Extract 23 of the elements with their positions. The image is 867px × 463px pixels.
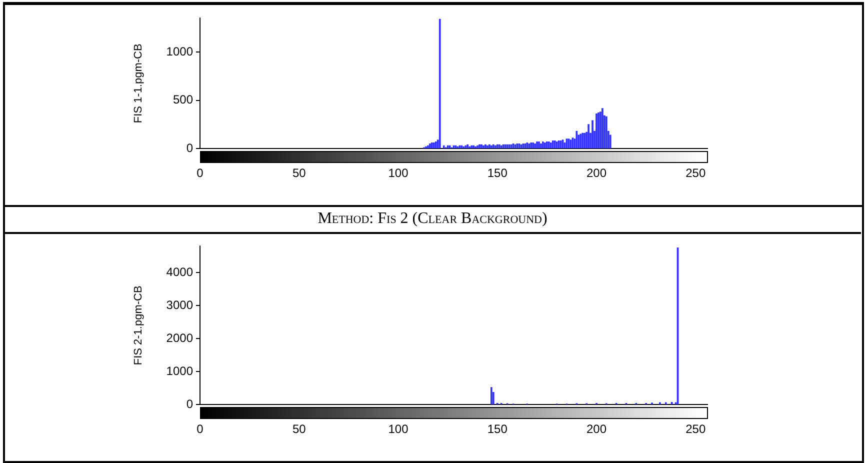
x-tick-label: 50 <box>292 166 306 180</box>
y-tick-label: 3000 <box>166 298 194 312</box>
x-tick-label: 50 <box>292 422 306 436</box>
y-axis-title: FIS 1-1.pgm-CB <box>132 44 145 124</box>
x-tick-label: 100 <box>388 422 409 436</box>
y-tick-label: 0 <box>186 396 194 411</box>
x-tick-label: 200 <box>586 422 607 436</box>
x-tick-label: 150 <box>487 166 508 180</box>
x-tick-label: 0 <box>196 422 204 436</box>
y-tick-label: 500 <box>172 92 194 107</box>
x-tick-label: 200 <box>586 166 607 180</box>
y-tick-label: 0 <box>186 140 194 155</box>
y-tick-label: 1000 <box>166 44 194 58</box>
x-tick-label: 0 <box>196 166 204 180</box>
y-axis-title: FIS 2-1.pgm-CB <box>132 286 145 366</box>
x-tick-label: 100 <box>388 166 409 180</box>
x-tick-label: 250 <box>686 422 706 436</box>
y-tick-label: 1000 <box>166 364 194 378</box>
y-tick-label: 4000 <box>166 264 194 279</box>
x-tick-label: 250 <box>686 166 706 180</box>
x-tick-label: 150 <box>487 422 508 436</box>
y-tick-label: 2000 <box>166 330 194 345</box>
chart-title: Method: Fis 2 (Clear Background) <box>4 206 861 234</box>
